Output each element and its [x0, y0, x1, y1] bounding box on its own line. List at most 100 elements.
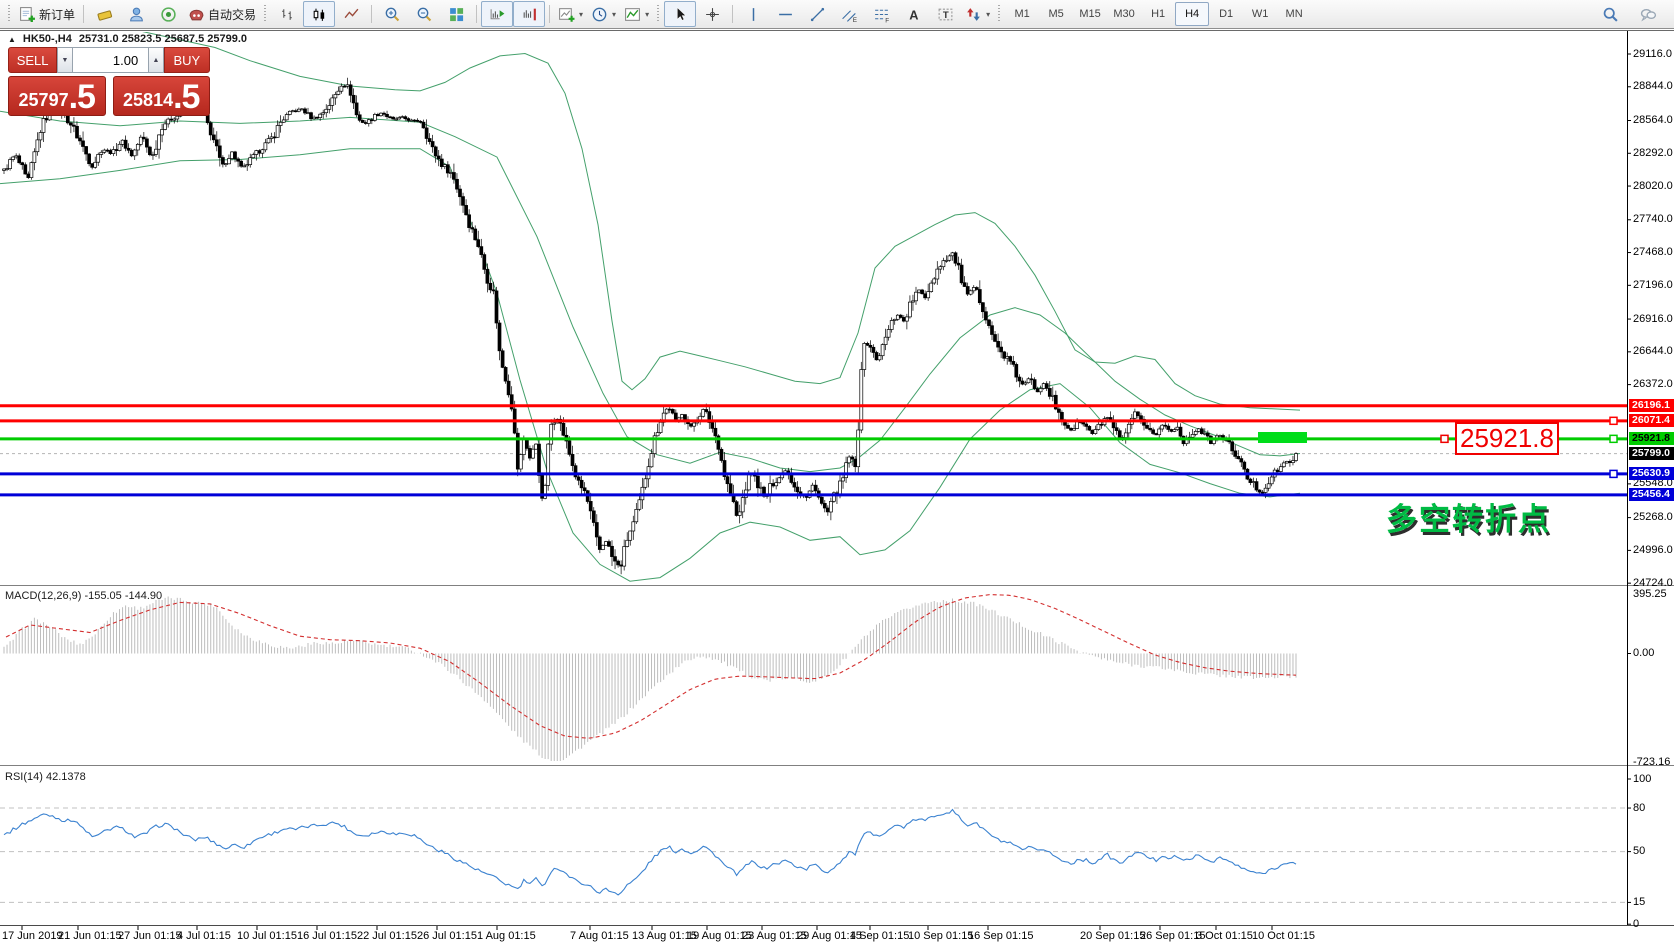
- signals-button[interactable]: [152, 1, 184, 27]
- chart-ohlc-values: 25731.0 25823.5 25687.5 25799.0: [78, 33, 248, 45]
- price-level-callout[interactable]: 25921.8: [1455, 422, 1559, 455]
- tf-D1[interactable]: D1: [1219, 8, 1234, 20]
- new-chart-button[interactable]: ▾: [554, 1, 587, 27]
- tf-M30[interactable]: M30: [1113, 8, 1135, 20]
- text-tool[interactable]: A: [897, 1, 929, 27]
- fibonacci-tool[interactable]: F: [865, 1, 897, 27]
- line-anchor: [1609, 434, 1618, 444]
- toolbar-grip[interactable]: [656, 5, 662, 23]
- macd-min-label: -723.16: [1633, 756, 1671, 768]
- time-axis-ticks: [21, 926, 1273, 930]
- turning-point-annotation[interactable]: 多空转折点: [1386, 502, 1551, 537]
- volume-increase-button[interactable]: ▲: [148, 47, 164, 73]
- horizontal-line-tool[interactable]: [769, 1, 801, 27]
- one-click-trading-panel: SELL ▼ 1.00 ▲ BUY 25797.5 25814.5: [8, 47, 210, 116]
- time-tick-label: 22 Jul 01:15: [357, 930, 417, 942]
- tf-H4[interactable]: H4: [1175, 2, 1210, 26]
- time-tick-label: 4 Sep 01:15: [850, 930, 910, 942]
- vertical-line-tool[interactable]: [737, 1, 769, 27]
- sell-price-pips: .5: [68, 78, 96, 116]
- sell-price-box[interactable]: 25797.5: [8, 76, 106, 116]
- chevron-down-icon: ▾: [645, 9, 650, 19]
- trendline-tool[interactable]: [801, 1, 833, 27]
- bar-chart-button[interactable]: [271, 1, 303, 27]
- tf-M5[interactable]: M5: [1048, 8, 1064, 20]
- svg-text:A: A: [909, 7, 918, 22]
- line-chart-button[interactable]: [335, 1, 367, 27]
- price-tick-label: 24996.0: [1633, 543, 1673, 556]
- cursor-icon: [676, 6, 687, 21]
- text-label-icon: T: [938, 8, 952, 21]
- time-tick-label: 10 Jul 01:15: [237, 930, 297, 942]
- tf-M1[interactable]: M1: [1014, 8, 1030, 20]
- price-tick-label: 28844.0: [1633, 80, 1673, 93]
- time-tick-label: 4 Jul 01:15: [177, 930, 231, 942]
- zoom-out-icon: [417, 7, 431, 21]
- rsi-tick-label: 80: [1633, 801, 1646, 814]
- channel-tool[interactable]: E: [833, 1, 865, 27]
- highlight-rectangle[interactable]: [1258, 432, 1307, 443]
- price-tick-label: 26916.0: [1633, 312, 1673, 325]
- tile-windows-button[interactable]: [440, 1, 472, 27]
- chat-button[interactable]: [1632, 1, 1664, 27]
- rsi-levels: [0, 807, 1627, 903]
- line-anchor: [1609, 469, 1618, 479]
- price-level-badge: 25456.4: [1629, 488, 1674, 502]
- macd-max-label: 395.25: [1633, 588, 1667, 600]
- highlight-rect: [1258, 432, 1307, 443]
- price-tick-label: 27468.0: [1633, 246, 1673, 259]
- rsi-tick-label: 15: [1633, 895, 1646, 908]
- cursor-tool-button[interactable]: [664, 1, 697, 27]
- zoom-out-button[interactable]: [408, 1, 440, 27]
- styles-button[interactable]: [88, 1, 120, 27]
- buy-button[interactable]: BUY: [163, 47, 210, 73]
- profile-icon: [129, 7, 143, 21]
- rsi-line: [3, 808, 1297, 896]
- time-tick-label: 27 Jun 01:15: [118, 930, 182, 942]
- buy-price-pips: .5: [173, 78, 200, 116]
- toolbar-grip[interactable]: [997, 5, 1003, 23]
- sell-button[interactable]: SELL: [8, 47, 58, 73]
- chevron-down-icon: ▾: [986, 9, 991, 19]
- chart-shift-button[interactable]: [513, 1, 546, 27]
- toolbar-grip[interactable]: [7, 5, 12, 23]
- buy-price-box[interactable]: 25814.5: [112, 76, 210, 116]
- volume-decrease-button[interactable]: ▼: [57, 47, 73, 73]
- auto-scroll-icon: [490, 8, 504, 19]
- macd-label: MACD(12,26,9) -155.05 -144.90: [5, 590, 163, 602]
- price-axis-ticks: [1627, 53, 1631, 925]
- time-tick-label: 7 Aug 01:15: [570, 930, 629, 942]
- collapse-arrow-icon[interactable]: ▲: [8, 34, 16, 44]
- toolbar-grip[interactable]: [263, 5, 269, 23]
- price-level-badge: 25921.8: [1629, 432, 1674, 446]
- new-order-icon: [20, 6, 35, 22]
- search-button[interactable]: [1594, 1, 1626, 27]
- auto-scroll-button[interactable]: [481, 1, 514, 27]
- crosshair-tool-button[interactable]: [696, 1, 728, 27]
- macd-histogram: [3, 596, 1297, 761]
- tf-W1[interactable]: W1: [1251, 8, 1269, 20]
- rsi-tick-label: 100: [1633, 772, 1652, 785]
- zoom-in-button[interactable]: [376, 1, 408, 27]
- new-order-button[interactable]: 新订单: [15, 1, 79, 27]
- time-tick-label: 13 Aug 01:15: [632, 930, 697, 942]
- indicators-button[interactable]: ▾: [620, 1, 653, 27]
- volume-input[interactable]: 1.00: [72, 47, 149, 73]
- arrows-tool[interactable]: ▾: [961, 1, 994, 27]
- candle-chart-button[interactable]: [303, 1, 336, 27]
- bollinger-lower-line: [0, 148, 1301, 582]
- periods-button[interactable]: ▾: [587, 1, 620, 27]
- autotrading-button[interactable]: 自动交易: [184, 1, 260, 27]
- time-tick-label: 16 Sep 01:15: [968, 930, 1034, 942]
- svg-text:F: F: [885, 17, 889, 23]
- tf-M15[interactable]: M15: [1079, 8, 1101, 20]
- fibonacci-icon: F: [874, 9, 889, 23]
- svg-text:T: T: [942, 10, 948, 21]
- tf-H1[interactable]: H1: [1151, 8, 1166, 20]
- profile-button[interactable]: [120, 1, 152, 27]
- tf-MN[interactable]: MN: [1285, 8, 1303, 20]
- panel-frames: [0, 30, 1674, 951]
- text-label-tool[interactable]: T: [929, 1, 961, 27]
- price-tick-label: 26644.0: [1633, 345, 1673, 358]
